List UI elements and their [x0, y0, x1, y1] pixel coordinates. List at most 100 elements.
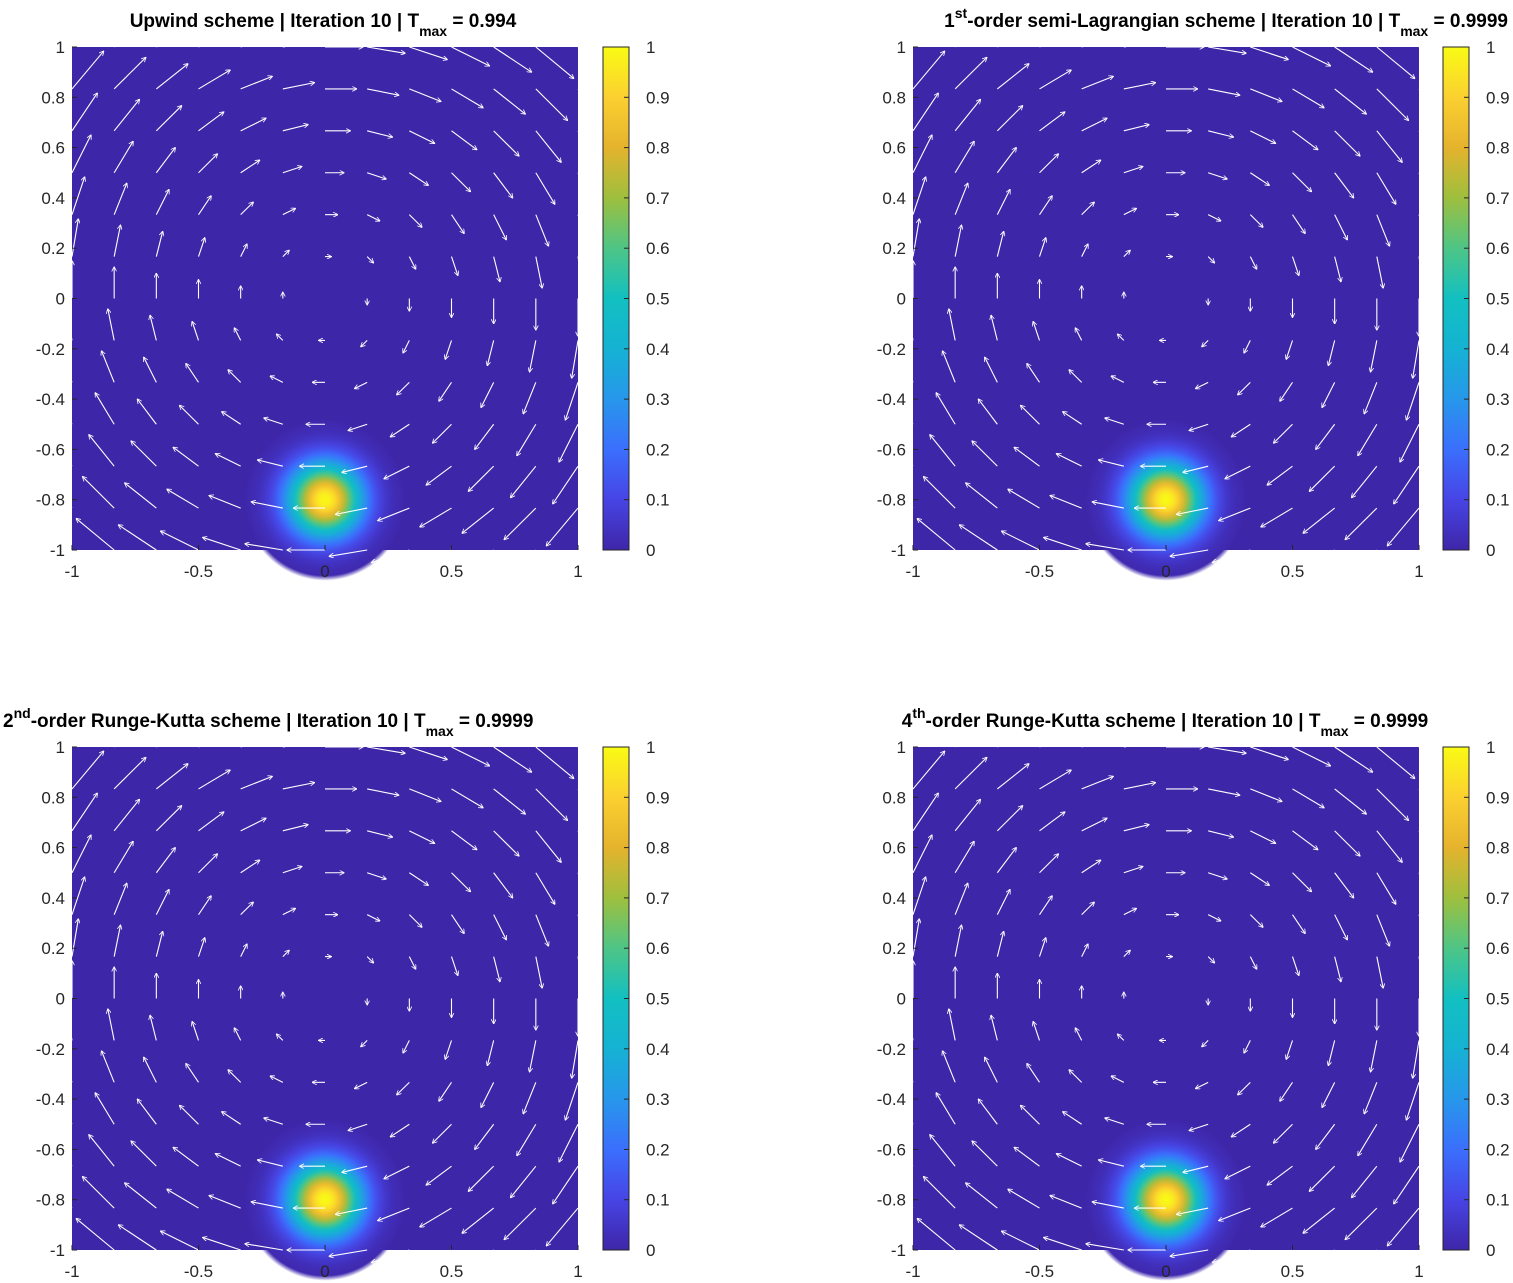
quiver-arrow — [1027, 363, 1040, 383]
quiver-arrow — [1376, 130, 1402, 162]
quiver-arrow — [378, 1207, 410, 1221]
quiver-arrow — [1207, 172, 1227, 179]
quiver-arrow — [1358, 1123, 1378, 1155]
quiver-arrow — [1069, 370, 1083, 383]
chart-title: 4th-order Runge-Kutta scheme | Iteration… — [902, 705, 1429, 739]
quiver-arrow — [76, 519, 115, 551]
x-tick-label: 0 — [320, 1262, 329, 1281]
quiver-arrow — [1111, 376, 1125, 383]
quiver-arrow — [1081, 818, 1107, 832]
quiver-arrow — [1291, 256, 1299, 276]
quiver-arrow — [1189, 423, 1209, 430]
x-tick-label: -1 — [64, 562, 79, 581]
quiver-arrow — [384, 465, 410, 479]
colorbar-tick-label: 0.7 — [646, 189, 670, 208]
quiver-arrow — [1177, 507, 1209, 514]
colorbar-tick-label: 0.5 — [646, 290, 670, 309]
quiver-arrow — [1334, 830, 1360, 856]
quiver-arrow — [414, 549, 452, 569]
quiver-arrow — [924, 1177, 956, 1209]
quiver-arrow — [912, 877, 926, 915]
quiver-arrow — [1267, 465, 1293, 485]
y-tick-label: 0.6 — [41, 139, 65, 158]
quiver-arrow — [439, 382, 452, 401]
quiver-arrow — [83, 477, 115, 509]
quiver-arrow — [113, 225, 120, 257]
quiver-arrow — [408, 956, 415, 970]
quiver-arrow — [1364, 1082, 1378, 1113]
quiver-arrow — [378, 507, 410, 521]
quiver-arrow — [277, 1034, 284, 1041]
quiver-arrow — [367, 46, 405, 53]
quiver-arrow — [924, 477, 956, 509]
quiver-arrow — [954, 225, 961, 257]
quiver-arrow — [462, 507, 495, 533]
quiver-field — [875, 709, 1457, 1283]
quiver-arrow — [996, 64, 1029, 90]
quiver-arrow — [1406, 382, 1420, 420]
chart-title-part: 4 — [902, 711, 913, 732]
quiver-arrow — [1280, 382, 1293, 401]
x-tick-label: 0.5 — [440, 1262, 464, 1281]
quiver-arrow — [234, 328, 242, 341]
quiver-arrow — [1387, 1207, 1420, 1246]
quiver-arrow — [493, 130, 519, 156]
quiver-arrow — [390, 423, 410, 437]
quiver-arrow — [493, 956, 500, 982]
chart-title: 1st-order semi-Lagrangian scheme | Itera… — [944, 5, 1508, 39]
y-tick-label: -1 — [891, 1241, 906, 1260]
colorbar-tick-label: 0.2 — [646, 440, 670, 459]
colorbar-tick-label: 0.6 — [1486, 239, 1510, 258]
quiver-arrow — [203, 537, 241, 551]
y-tick-label: -0.2 — [36, 340, 65, 359]
quiver-arrow — [367, 130, 392, 137]
quiver-arrow — [894, 387, 914, 425]
quiver-arrow — [1249, 956, 1256, 970]
colorbar-tick-label: 0.4 — [646, 1040, 670, 1059]
quiver-arrow — [523, 1082, 537, 1113]
quiver-arrow — [282, 83, 315, 90]
quiver-arrow — [1376, 956, 1383, 988]
colorbar-tick-label: 0.5 — [1486, 290, 1510, 309]
quiver-arrow — [113, 925, 120, 957]
y-tick-label: 0.4 — [41, 189, 65, 208]
quiver-arrow — [996, 231, 1003, 257]
quiver-arrow — [426, 1165, 452, 1185]
quiver-arrow — [1274, 1123, 1293, 1143]
quiver-arrow — [282, 166, 302, 174]
quiver-arrow — [1008, 1189, 1040, 1209]
quiver-arrow — [559, 1124, 579, 1162]
quiver-arrow — [985, 1057, 998, 1083]
quiver-arrow — [409, 46, 447, 60]
quiver-arrow — [577, 956, 584, 995]
quiver-arrow — [408, 914, 422, 928]
colorbar-tick-label: 0.7 — [1486, 889, 1510, 908]
quiver-arrow — [186, 363, 199, 383]
quiver-arrow — [1376, 256, 1383, 288]
temperature-blob — [244, 1118, 406, 1281]
quiver-arrow — [912, 9, 951, 48]
quiver-arrow — [348, 423, 368, 430]
y-tick-label: -0.6 — [877, 440, 906, 459]
quiver-arrow — [83, 1177, 115, 1209]
quiver-arrow — [978, 1099, 998, 1125]
quiver-arrow — [1250, 172, 1269, 186]
y-tick-label: 1 — [56, 38, 65, 57]
y-tick-label: 0.6 — [882, 139, 906, 158]
quiver-arrow — [167, 1189, 199, 1209]
quiver-arrow — [1292, 788, 1325, 808]
quiver-arrow — [1196, 381, 1209, 388]
x-tick-label: 0.5 — [440, 562, 464, 581]
quiver-arrow — [1039, 70, 1072, 90]
quiver-arrow — [1202, 1040, 1209, 1046]
quiver-arrow — [535, 130, 561, 162]
quiver-arrow — [1322, 1082, 1336, 1107]
quiver-arrow — [1123, 783, 1156, 790]
quiver-arrow — [1038, 238, 1046, 257]
quiver-arrow — [1387, 507, 1420, 546]
quiver-arrow — [1244, 1040, 1251, 1053]
quiver-arrow — [1303, 507, 1336, 533]
quiver-arrow — [493, 746, 532, 772]
quiver-arrow — [1303, 1207, 1336, 1233]
colorbar-tick-label: 0.7 — [1486, 189, 1510, 208]
